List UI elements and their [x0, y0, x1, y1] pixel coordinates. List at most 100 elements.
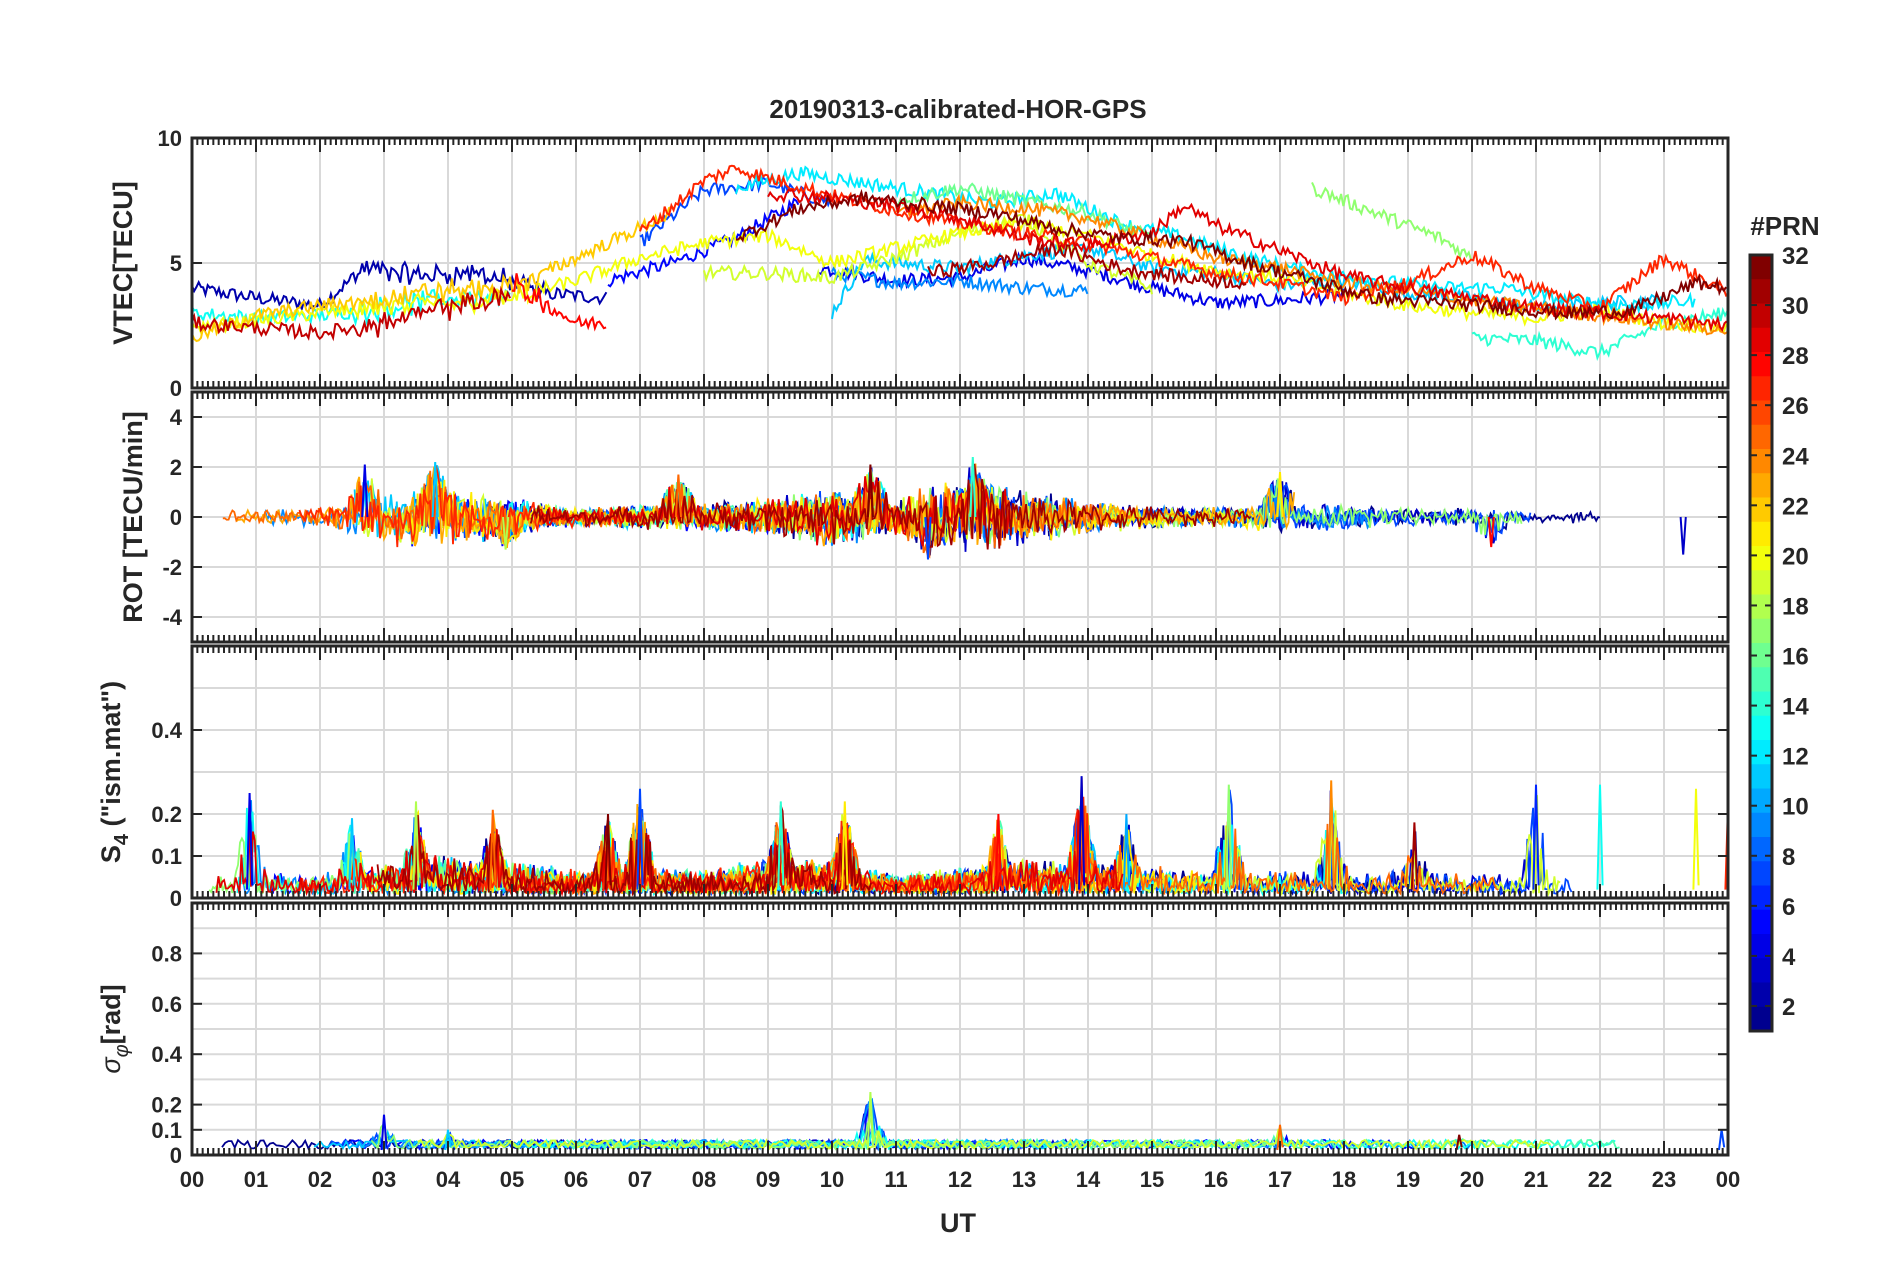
colorbar-swatch-22: [1750, 497, 1772, 523]
rot-y-axis-label: ROT [TECU/min]: [118, 411, 148, 622]
colorbar-tick-label: 32: [1782, 243, 1809, 270]
rot-peak: [1276, 471, 1284, 518]
sigma_phi-y-tick-label: 0.4: [151, 1042, 182, 1067]
panel-rot: 4 2 0 -2 -4 ROT [TECU/min]: [118, 390, 1730, 644]
colorbar-tick-label: 20: [1782, 543, 1809, 570]
rot-y-tick-label: 2: [170, 455, 182, 480]
colorbar-frame: [1748, 253, 1774, 1033]
colorbar-tick-label: 26: [1782, 393, 1809, 420]
s4-y-tick-label: 0: [170, 886, 182, 911]
colorbar-swatch-11: [1750, 764, 1772, 790]
vtec-ticks: [191, 137, 1729, 389]
vtec-series-prn-28: [511, 273, 607, 332]
sigma_phi-y-tick-label: 0.6: [151, 992, 182, 1017]
colorbar-swatch-12: [1750, 740, 1772, 765]
sigma_phi-grid: [192, 903, 1728, 1155]
s4-y-axis-label: S4 ("ism.mat"): [96, 681, 133, 863]
colorbar-tick-label: 10: [1782, 794, 1809, 821]
colorbar-swatch-16: [1750, 643, 1772, 668]
rot-peak: [431, 461, 439, 518]
colorbar-swatch-9: [1750, 812, 1772, 838]
x-tick-label: 00: [1716, 1167, 1740, 1192]
s4-peak: [1596, 784, 1604, 890]
vtec-y-tick-label: 5: [170, 251, 182, 276]
colorbar-tick-label: 30: [1782, 293, 1809, 320]
x-tick-label: 09: [756, 1167, 780, 1192]
s4-peak: [246, 792, 254, 890]
vtec-series-prn-27: [639, 164, 1728, 315]
rot-peak: [674, 474, 682, 518]
colorbar-swatch-15: [1750, 667, 1772, 693]
colorbar-swatch-25: [1750, 424, 1772, 450]
vtec-y-tick-label: 10: [158, 126, 182, 151]
vtec-series-prn-9: [831, 264, 1089, 299]
x-tick-label: 06: [564, 1167, 588, 1192]
colorbar-label: #PRN: [1750, 211, 1819, 241]
s4-ticks: [191, 646, 1729, 899]
rot-peak: [866, 464, 874, 518]
colorbar-swatch-27: [1750, 376, 1772, 402]
s4-y-tick-label: 0.2: [151, 802, 182, 827]
vtec-series-prn-29: [767, 188, 1728, 333]
rot-series-prn-31: [529, 463, 1251, 550]
sigma_phi-y-axis-label: σφ[rad]: [96, 984, 133, 1073]
figure-title: 20190313-calibrated-HOR-GPS: [769, 94, 1146, 124]
colorbar-swatch-23: [1750, 473, 1772, 499]
x-tick-label: 07: [628, 1167, 652, 1192]
rot-series-prn-29: [539, 476, 1010, 547]
colorbar-tick-label: 24: [1782, 443, 1809, 470]
x-tick-label: 19: [1396, 1167, 1420, 1192]
sigma_phi-y-tick-label: 0.1: [151, 1118, 182, 1143]
s4-peak: [1532, 784, 1540, 890]
x-tick-label: 01: [244, 1167, 268, 1192]
s4-y-tick-label: 0.4: [151, 718, 182, 743]
s4-peak: [636, 788, 644, 890]
sigma_phi-peak: [1455, 1134, 1463, 1151]
s4-peak: [994, 813, 1002, 890]
vtec-series-prn-32: [735, 188, 1727, 321]
colorbar-swatch-24: [1750, 449, 1772, 474]
colorbar-tick-label: 14: [1782, 694, 1809, 721]
vtec-series-prn-17: [1311, 181, 1472, 261]
x-tick-label: 17: [1268, 1167, 1292, 1192]
s4-peak: [1122, 813, 1130, 890]
panel-sigma_phi: 0.8 0.6 0.4 0.20.10 σφ[rad]: [96, 901, 1730, 1168]
x-tick-label: 02: [308, 1167, 332, 1192]
colorbar-swatch-8: [1750, 837, 1772, 862]
vtec-y-tick-label: 0: [170, 376, 182, 401]
rot-y-tick-label: -2: [162, 555, 182, 580]
vtec-series-prn-30: [192, 285, 512, 342]
x-tick-label: 18: [1332, 1167, 1356, 1192]
sigma_phi-y-tick-label: 0.8: [151, 941, 182, 966]
colorbar-swatch-1: [1750, 1006, 1772, 1032]
s4-peak: [412, 801, 420, 890]
colorbar-swatch-26: [1750, 400, 1772, 426]
colorbar-swatch-29: [1750, 327, 1772, 353]
colorbar-tick-label: 12: [1782, 744, 1809, 771]
rot-peak: [924, 516, 932, 560]
vtec-series-prn-5: [607, 197, 800, 288]
vtec-series-prn-24: [895, 193, 1728, 336]
rot-peak: [361, 464, 369, 518]
x-tick-label: 16: [1204, 1167, 1228, 1192]
sigma_phi-peak: [380, 1114, 388, 1151]
colorbar-swatch-28: [1750, 352, 1772, 377]
vtec-series-prn-22: [192, 206, 672, 343]
x-tick-label: 20: [1460, 1167, 1484, 1192]
rot-y-tick-label: 0: [170, 505, 182, 530]
s4-peak: [1078, 776, 1086, 890]
x-tick-label: 03: [372, 1167, 396, 1192]
colorbar-tick-label: 4: [1782, 944, 1796, 971]
sigma_phi-y-tick-label: 0.2: [151, 1093, 182, 1118]
colorbar-swatch-31: [1750, 279, 1772, 305]
colorbar-tick-label: 16: [1782, 644, 1809, 671]
s4-series-prn-29: [215, 810, 1124, 898]
s4-series-prn-31: [376, 805, 872, 897]
vtec-series-prn-13: [192, 286, 511, 328]
x-tick-label: 00: [180, 1167, 204, 1192]
colorbar-tick-label: 6: [1782, 894, 1795, 921]
vtec-series-prn-31: [927, 241, 1247, 290]
sigma_phi-series-prn-19: [417, 1128, 1551, 1151]
